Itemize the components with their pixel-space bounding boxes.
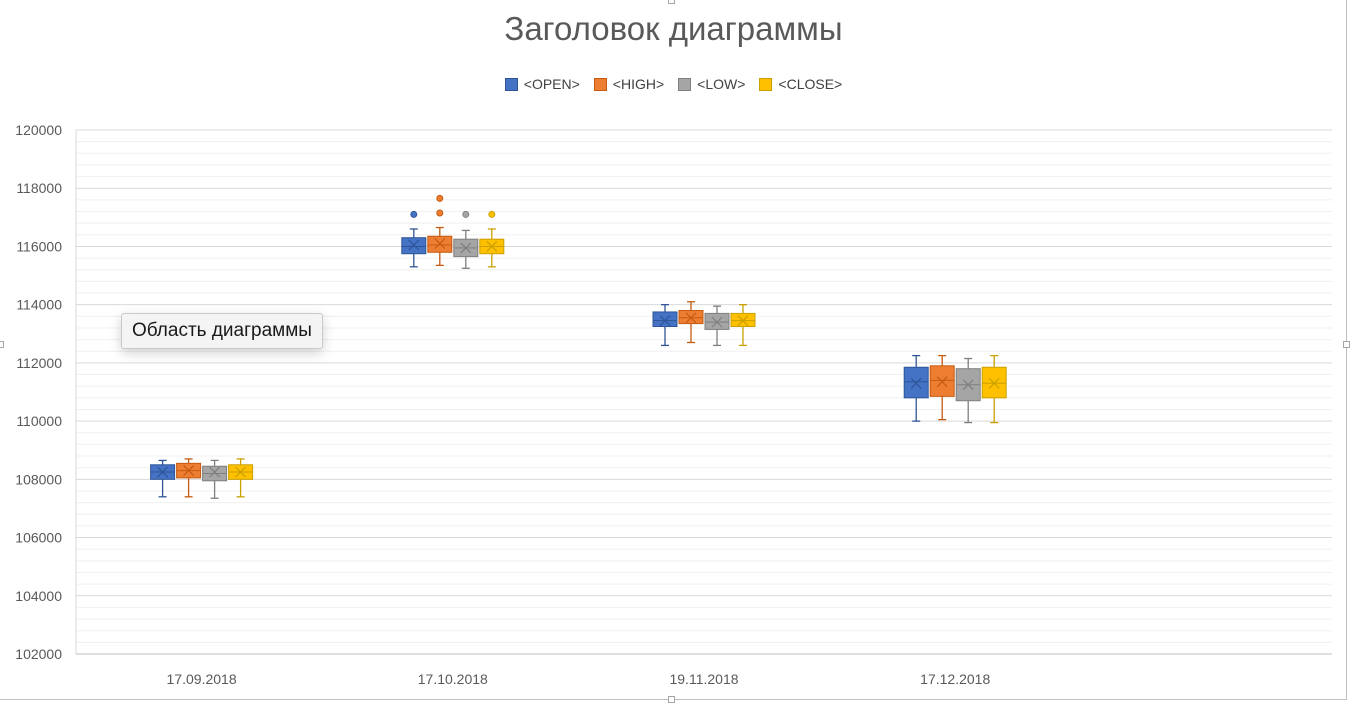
outlier-point [436,209,444,217]
box-3-1 [479,210,505,268]
mean-marker [157,466,169,478]
box-1-2 [678,301,704,344]
outlier-point [462,210,470,218]
y-tick-label: 102000 [15,646,62,662]
axes [75,130,1332,655]
box-2-3 [955,357,981,424]
box-0-0 [150,459,176,498]
box-body [652,311,678,328]
box-3-2 [730,304,756,347]
x-tick-label: 19.11.2018 [669,671,738,687]
major-gridlines [76,129,1332,655]
y-tick-label: 106000 [15,530,62,546]
y-tick-label: 120000 [15,122,62,138]
legend-swatch-high [593,77,607,91]
mean-marker [183,465,195,477]
box-0-2 [652,304,678,347]
resize-handle-left[interactable] [0,341,4,348]
mean-marker [962,379,974,391]
legend-label-low: <LOW> [697,76,746,92]
mean-marker [910,377,922,389]
chart-legend[interactable]: <OPEN> <HIGH> <LOW> <CLOSE> [0,76,1347,92]
chart-area-tooltip: Область диаграммы [121,313,323,349]
mean-marker [408,239,420,251]
x-tick-label: 17.09.2018 [167,671,237,687]
mean-marker [434,238,446,249]
box-3-3 [981,354,1007,424]
box-series[interactable] [150,194,1007,499]
mean-marker [711,316,723,328]
outlier-point [488,210,496,218]
legend-label-high: <HIGH> [612,76,665,92]
mean-marker [460,242,472,254]
box-1-1 [427,194,453,267]
outlier-point [436,194,444,202]
mean-marker [936,376,948,388]
mean-marker [685,312,697,324]
y-axis-labels: 120000 118000 116000 114000 112000 11000… [15,122,62,662]
box-0-3 [903,354,929,422]
mean-marker [486,241,498,252]
y-tick-label: 118000 [16,180,62,196]
outlier-point [410,210,418,218]
box-2-1 [453,210,479,269]
mean-marker [988,377,1000,389]
legend-item-high[interactable]: <HIGH> [593,76,665,92]
y-tick-label: 112000 [16,355,62,371]
box-3-0 [228,458,254,498]
y-tick-label: 108000 [15,471,62,487]
legend-item-low[interactable]: <LOW> [678,76,745,92]
x-tick-label: 17.12.2018 [920,671,990,687]
legend-label-close: <CLOSE> [778,76,843,92]
mean-marker [209,466,221,478]
chart-title[interactable]: Заголовок диаграммы [504,10,843,47]
legend-swatch-open [504,77,518,91]
resize-handle-top[interactable] [668,0,675,4]
legend-swatch-close [759,77,773,91]
y-tick-label: 116000 [16,238,62,254]
minor-gridlines [76,141,1332,643]
y-tick-label: 110000 [16,413,62,429]
resize-handle-bottom[interactable] [668,696,675,703]
x-tick-label: 17.10.2018 [418,671,488,687]
legend-label-open: <OPEN> [523,76,580,92]
mean-marker [737,315,749,327]
box-1-0 [176,458,202,498]
mean-marker [659,315,671,327]
y-tick-label: 104000 [15,588,62,604]
legend-item-open[interactable]: <OPEN> [504,76,580,92]
box-0-1 [401,210,427,268]
legend-swatch-low [678,77,692,91]
mean-marker [235,466,247,478]
box-1-3 [929,354,955,421]
x-axis-labels: 17.09.2018 17.10.2018 19.11.2018 17.12.2… [167,671,991,687]
box-2-2 [704,305,730,347]
box-2-0 [202,459,228,499]
legend-item-close[interactable]: <CLOSE> [759,76,842,92]
y-tick-label: 114000 [16,297,62,313]
